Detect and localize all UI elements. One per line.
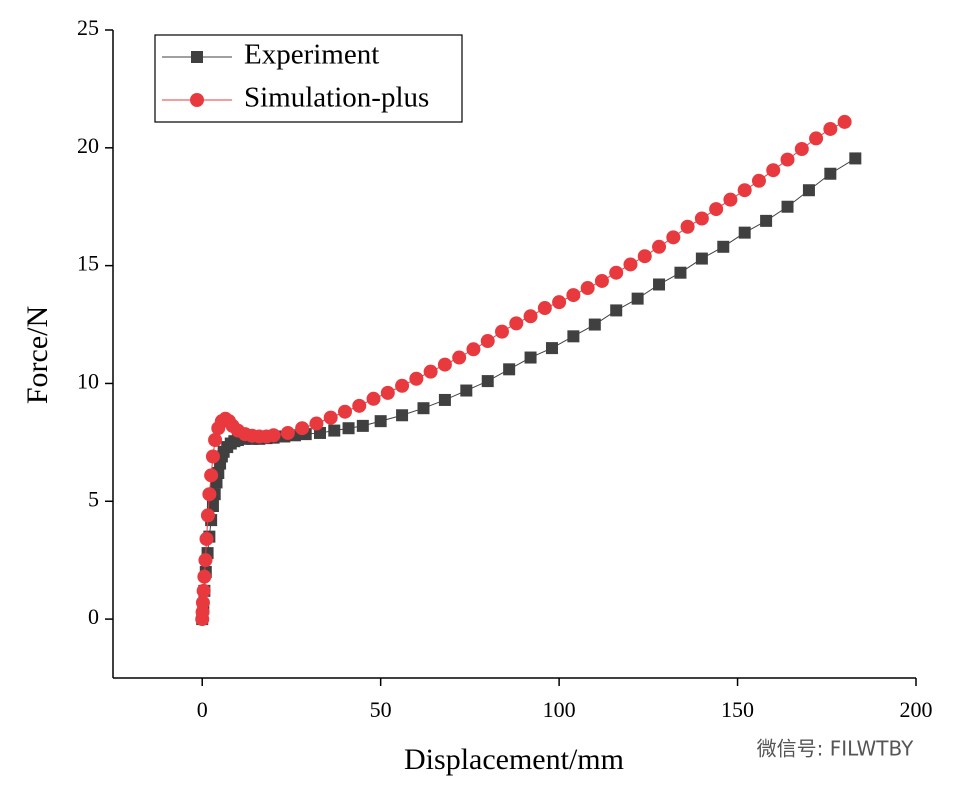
y-tick-label: 20: [77, 133, 99, 158]
marker: [195, 595, 210, 610]
legend-label: Experiment: [244, 39, 379, 71]
marker: [623, 257, 638, 272]
marker: [481, 375, 494, 388]
marker: [594, 273, 609, 288]
marker: [524, 351, 537, 364]
x-tick-label: 150: [721, 697, 754, 722]
marker: [781, 200, 794, 213]
marker: [849, 152, 862, 165]
marker: [824, 167, 837, 180]
marker: [437, 357, 452, 372]
marker: [495, 324, 510, 339]
marker: [637, 249, 652, 264]
marker: [567, 330, 580, 343]
marker: [480, 334, 495, 349]
marker: [356, 419, 369, 432]
marker: [417, 402, 430, 415]
marker: [666, 230, 681, 245]
legend-label: Simulation-plus: [244, 82, 429, 114]
marker: [200, 508, 215, 523]
marker: [653, 278, 666, 291]
marker: [709, 202, 724, 217]
marker: [466, 342, 481, 357]
marker: [652, 239, 667, 254]
y-tick-label: 5: [88, 486, 99, 511]
marker: [342, 422, 355, 435]
marker: [609, 265, 624, 280]
marker: [537, 301, 552, 316]
x-tick-label: 0: [197, 697, 208, 722]
marker: [695, 252, 708, 265]
y-tick-label: 15: [77, 251, 99, 276]
marker: [766, 163, 781, 178]
marker: [309, 416, 324, 431]
marker: [323, 410, 338, 425]
marker: [794, 141, 809, 156]
marker: [328, 424, 341, 437]
marker: [780, 152, 795, 167]
marker: [197, 569, 212, 584]
marker: [208, 433, 223, 448]
marker: [837, 114, 852, 129]
x-tick-label: 50: [370, 697, 392, 722]
marker: [588, 318, 601, 331]
marker: [196, 583, 211, 598]
y-tick-label: 25: [77, 15, 99, 40]
legend-box: [154, 34, 463, 123]
marker: [738, 226, 751, 239]
marker: [723, 192, 738, 207]
marker: [395, 378, 410, 393]
marker: [717, 240, 730, 253]
marker: [566, 288, 581, 303]
marker: [295, 421, 310, 436]
marker: [374, 415, 387, 428]
marker: [199, 531, 214, 546]
legend-marker: [191, 51, 203, 63]
marker: [631, 292, 644, 305]
marker: [760, 214, 773, 227]
marker: [380, 385, 395, 400]
marker: [266, 428, 281, 443]
watermark: 微信号: FILWTBY: [757, 737, 914, 761]
marker: [460, 384, 473, 397]
marker: [366, 391, 381, 406]
series-line: [201, 121, 845, 620]
marker: [552, 295, 567, 310]
marker: [509, 316, 524, 331]
marker: [737, 183, 752, 198]
marker: [610, 304, 623, 317]
marker: [205, 449, 220, 464]
marker: [523, 309, 538, 324]
y-tick-label: 10: [77, 369, 99, 394]
y-axis-label: Force/N: [21, 306, 54, 404]
marker: [694, 211, 709, 226]
x-tick-label: 100: [543, 697, 576, 722]
marker: [352, 398, 367, 413]
legend-marker: [190, 93, 204, 107]
marker: [674, 266, 687, 279]
marker: [545, 342, 558, 355]
y-tick-label: 0: [88, 604, 99, 629]
marker: [580, 281, 595, 296]
marker: [396, 409, 409, 422]
x-axis-label: Displacement/mm: [404, 743, 624, 776]
marker: [751, 173, 766, 188]
series-line: [201, 157, 856, 620]
marker: [409, 371, 424, 386]
marker: [823, 121, 838, 136]
marker: [802, 184, 815, 197]
marker: [680, 219, 695, 234]
marker: [204, 468, 219, 483]
x-tick-label: 200: [900, 697, 933, 722]
marker: [438, 393, 451, 406]
marker: [337, 404, 352, 419]
marker: [809, 131, 824, 146]
marker: [198, 553, 213, 568]
marker: [202, 487, 217, 502]
marker: [503, 363, 516, 376]
marker: [423, 364, 438, 379]
marker: [280, 425, 295, 440]
marker: [452, 350, 467, 365]
